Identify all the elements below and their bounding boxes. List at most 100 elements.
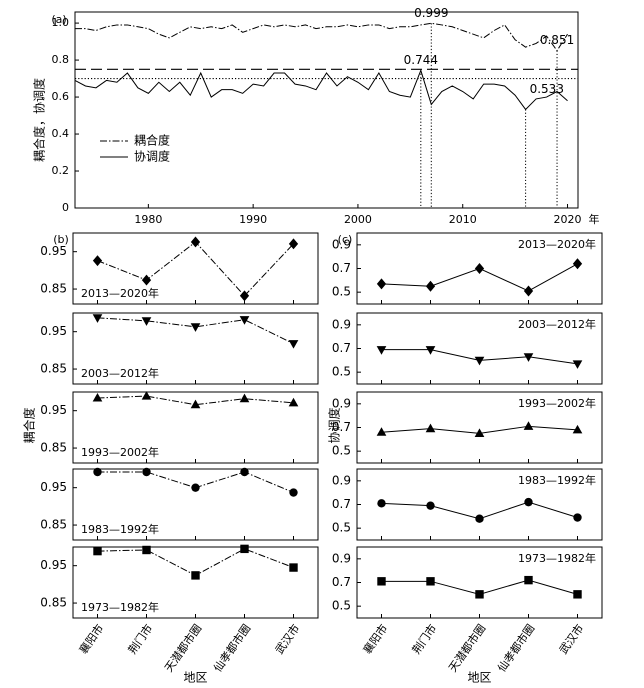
x-tick-label: 仙孝都市圈 — [210, 621, 253, 674]
marker — [573, 513, 582, 522]
y-tick-label: 0.5 — [332, 444, 351, 458]
period-label: 1973—1982年 — [518, 551, 596, 565]
marker — [523, 285, 534, 297]
marker — [475, 514, 484, 523]
marker — [141, 391, 152, 400]
y-tick-label: 0 — [62, 201, 69, 214]
period-label: 1993—2002年 — [518, 396, 596, 410]
marker — [240, 467, 249, 477]
marker — [524, 497, 533, 507]
x-tick-label: 武汉市 — [556, 621, 586, 656]
plot-frame — [74, 11, 579, 209]
series-line — [97, 395, 294, 406]
y-tick-label: 0.7 — [332, 575, 351, 589]
marker — [239, 393, 250, 403]
y-tick-label: 0.8 — [52, 53, 70, 66]
marker — [377, 577, 386, 586]
marker — [524, 575, 533, 585]
marker — [573, 590, 582, 599]
x-axis-label: 年 — [589, 212, 600, 226]
marker — [191, 483, 200, 492]
period-label: 2013—2020年 — [81, 286, 159, 300]
y-tick-label: 0.2 — [52, 164, 70, 177]
legend-label: 耦合度 — [134, 133, 170, 148]
marker — [92, 392, 103, 402]
period-label: 2003—2012年 — [518, 317, 596, 331]
y-tick-label: 0.5 — [332, 599, 351, 613]
y-axis-label: 耦合度 — [22, 407, 37, 443]
y-tick-label: 0.85 — [40, 596, 67, 610]
x-tick-label: 仙孝都市圈 — [494, 621, 537, 674]
y-tick-label: 0.85 — [40, 518, 67, 532]
y-tick-label: 0.5 — [332, 365, 351, 379]
period-label: 1973—1982年 — [81, 600, 159, 614]
marker — [474, 263, 485, 274]
period-label: 1993—2002年 — [81, 445, 159, 459]
marker — [142, 545, 151, 555]
marker — [142, 467, 151, 477]
y-tick-label: 0.95 — [40, 558, 67, 572]
marker — [376, 427, 387, 436]
y-tick-label: 0.7 — [332, 497, 351, 511]
y-tick-label: 0.85 — [40, 441, 67, 455]
y-tick-label: 0.7 — [332, 261, 351, 275]
x-tick-label: 1990 — [239, 213, 267, 226]
marker — [289, 563, 298, 572]
y-tick-label: 0.7 — [332, 341, 351, 355]
marker — [572, 424, 583, 434]
period-label: 1983—1992年 — [518, 473, 596, 487]
y-tick-label: 0.95 — [40, 403, 67, 417]
series-line — [75, 22, 568, 52]
marker — [377, 499, 386, 508]
marker — [240, 544, 249, 554]
y-tick-label: 0.9 — [332, 551, 351, 565]
marker — [475, 590, 484, 599]
series-line — [74, 68, 568, 111]
x-axis-label: 地区 — [183, 671, 207, 685]
marker — [523, 421, 534, 430]
marker — [376, 278, 387, 290]
y-tick-label: 0.95 — [40, 480, 67, 494]
x-tick-label: 天潜都市圈 — [445, 621, 488, 674]
x-tick-label: 荆门市 — [409, 621, 439, 656]
marker — [474, 356, 485, 366]
marker — [425, 280, 436, 292]
y-axis-label: 耦合度，协调度 — [32, 78, 47, 162]
marker — [190, 399, 201, 409]
y-tick-label: 0.9 — [332, 396, 351, 410]
marker — [190, 236, 201, 248]
legend-label: 协调度 — [134, 149, 170, 164]
x-tick-label: 武汉市 — [272, 621, 302, 656]
marker — [93, 467, 102, 477]
marker — [288, 397, 299, 407]
marker — [92, 314, 103, 323]
marker — [288, 238, 299, 250]
y-tick-label: 0.5 — [332, 521, 351, 535]
annotation-label: 0.533 — [530, 82, 564, 96]
y-tick-label: 0.85 — [40, 282, 67, 296]
y-tick-label: 0.7 — [332, 420, 351, 434]
annotation-label: 0.999 — [414, 6, 448, 20]
series-line — [97, 317, 294, 345]
marker — [239, 290, 250, 302]
marker — [425, 346, 436, 355]
y-tick-label: 0.5 — [332, 285, 351, 299]
y-tick-label: 0.4 — [52, 127, 70, 140]
marker — [289, 488, 298, 497]
marker — [141, 317, 152, 326]
y-axis-label: 协调度 — [327, 407, 342, 443]
y-tick-label: 0.95 — [40, 324, 67, 338]
marker — [572, 258, 583, 270]
period-label: 2013—2020年 — [518, 237, 596, 251]
marker — [474, 428, 485, 437]
marker — [191, 571, 200, 580]
panel-label: (b) — [53, 233, 69, 246]
marker — [376, 346, 387, 355]
marker — [288, 340, 299, 349]
marker — [425, 423, 436, 433]
x-tick-label: 2010 — [449, 213, 477, 226]
x-tick-label: 2020 — [554, 213, 582, 226]
annotation-label: 0.851 — [540, 33, 574, 47]
panel-label: (a) — [51, 13, 66, 26]
